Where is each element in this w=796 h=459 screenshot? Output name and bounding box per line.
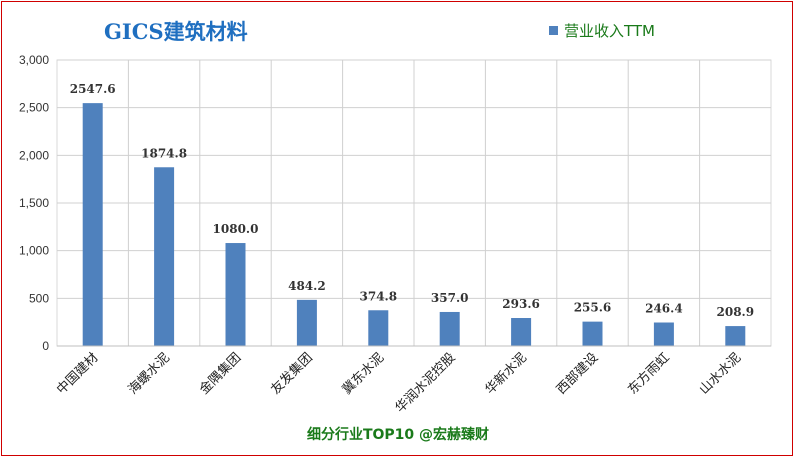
- y-tick-label: 0: [42, 339, 49, 353]
- bar: [368, 310, 389, 346]
- category-label: 金隅集团: [196, 350, 244, 398]
- bar: [511, 318, 532, 346]
- data-label: 246.4: [645, 302, 683, 316]
- category-label: 西部建设: [554, 350, 601, 397]
- legend-swatch: [549, 26, 558, 35]
- y-tick-label: 3,000: [19, 53, 49, 67]
- category-label: 华新水泥: [482, 350, 530, 398]
- data-label: 1080.0: [213, 222, 259, 236]
- bar: [653, 322, 674, 346]
- bar: [225, 243, 246, 346]
- category-label: 山水水泥: [697, 350, 744, 397]
- category-label: 华润水泥控股: [393, 350, 459, 416]
- category-label: 冀东水泥: [339, 350, 387, 398]
- bar: [725, 326, 746, 346]
- data-label: 357.0: [431, 291, 469, 305]
- bar: [82, 103, 103, 346]
- data-label: 484.2: [288, 279, 326, 293]
- data-label: 1874.8: [141, 146, 187, 160]
- category-label: 中国建材: [54, 350, 101, 397]
- chart-title: GICS建筑材料: [104, 19, 248, 44]
- bar: [582, 321, 603, 346]
- bar: [296, 299, 317, 346]
- y-tick-label: 1,000: [19, 244, 49, 258]
- y-tick-label: 2,000: [19, 148, 49, 162]
- y-tick-label: 500: [29, 291, 49, 305]
- category-label: 东方雨虹: [625, 350, 673, 398]
- data-label: 374.8: [360, 289, 398, 303]
- y-tick-label: 2,500: [19, 101, 49, 115]
- data-label: 208.9: [717, 305, 755, 319]
- bar: [439, 311, 460, 346]
- bar: [154, 167, 175, 346]
- data-label: 2547.6: [70, 82, 116, 96]
- data-label: 293.6: [502, 297, 540, 311]
- category-label: 海螺水泥: [126, 350, 173, 397]
- legend: 营业收入TTM: [549, 20, 655, 41]
- legend-label: 营业收入TTM: [564, 22, 656, 40]
- category-label: 友发集团: [268, 350, 316, 398]
- chart-footer: 细分行业TOP10 @宏赫臻财: [306, 427, 490, 443]
- y-tick-label: 1,500: [19, 196, 49, 210]
- data-label: 255.6: [574, 301, 612, 315]
